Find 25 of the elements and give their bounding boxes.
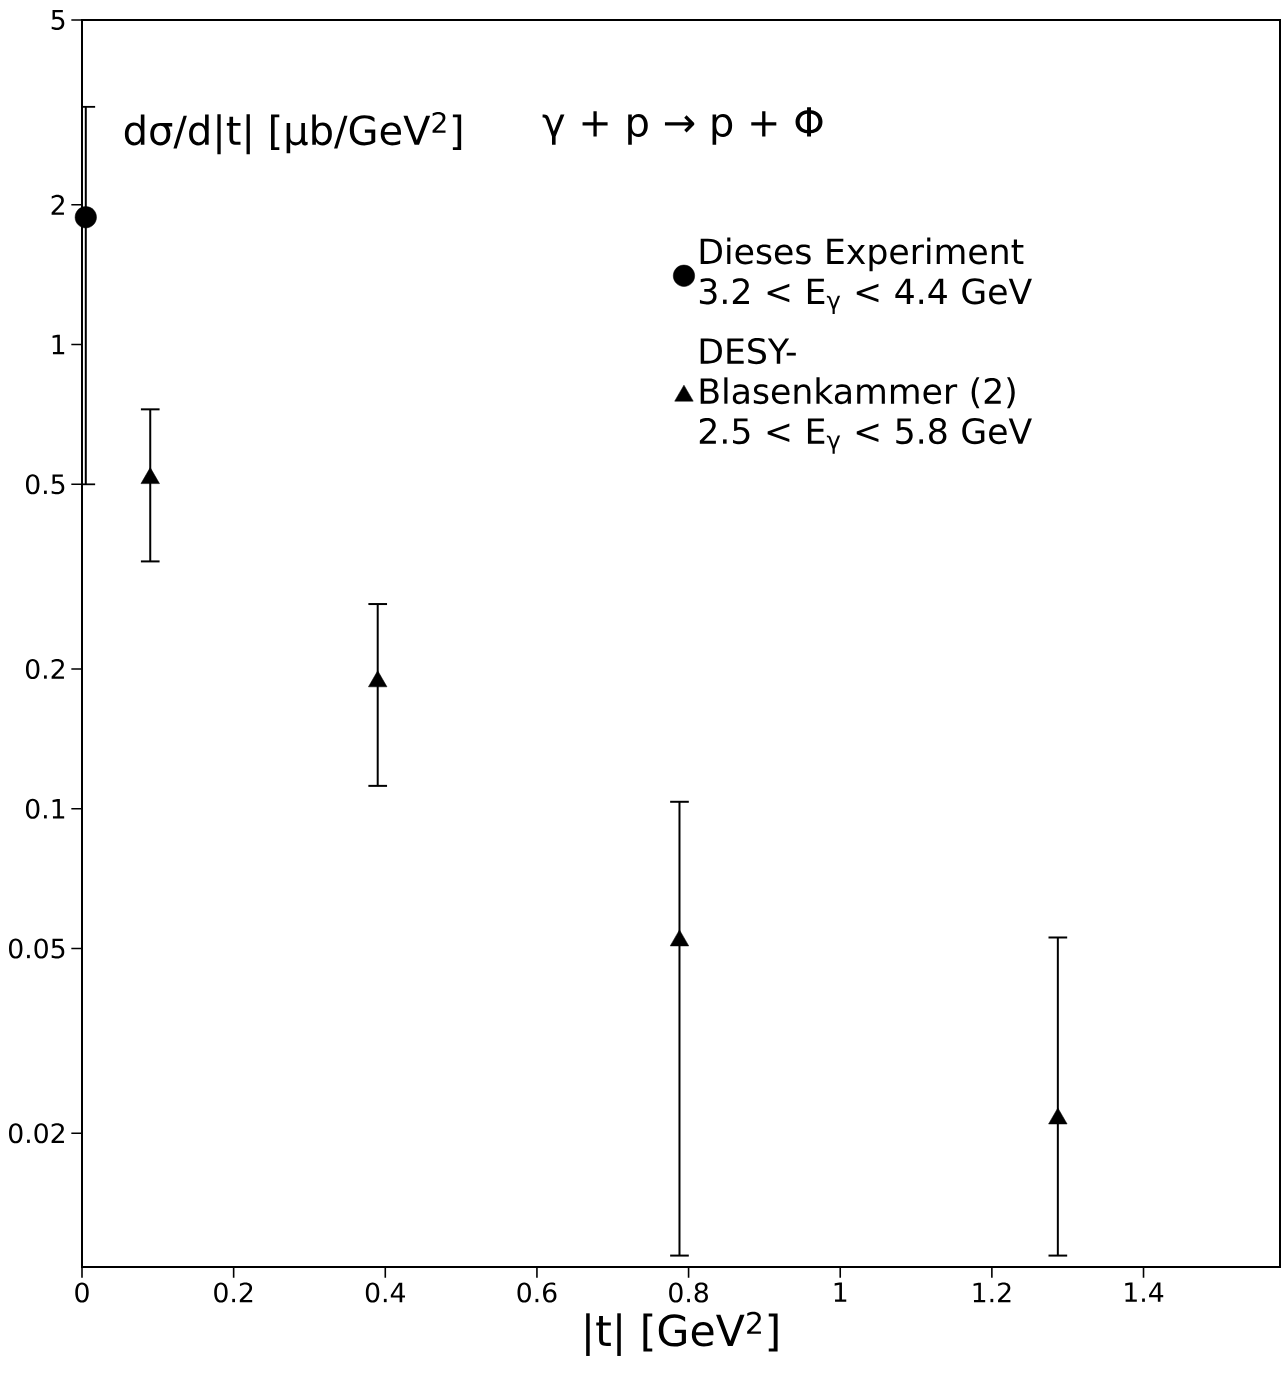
y-tick-label: 1 [52,334,65,355]
point [368,670,388,688]
x-tick-label: 1 [834,1282,847,1302]
y-tick-label: 0.1 [25,798,65,819]
y-axis-title: dσ/d|t| [μb/GeV$^{2}$] [124,112,462,155]
y-tick-label: 0.02 [9,1123,64,1144]
y-tick-label: 0.2 [25,658,64,680]
x-tick-label: 0 [75,1282,89,1303]
point [140,467,160,484]
point [669,929,689,947]
y-tick-label: 5 [51,10,65,30]
point [1048,1107,1068,1125]
y-tick-label: 0.05 [9,938,65,959]
x-tick-label: 1.2 [973,1282,1011,1303]
x-axis-title: |t| [GeV$^{2}$] [586,1311,778,1356]
legend-label: Dieses Experiment 3.2 < E$_{γ}$ < 4.4 GeV [699,237,1032,314]
legend-label: DESY-Blasenkammer (2) 2.5 < E$_{γ}$ < 5.8 GeV [699,337,1032,454]
x-tick-label: 0.4 [365,1282,405,1303]
x-tick-label: 0.8 [669,1282,708,1303]
y-tick-label: 0.5 [25,474,65,495]
y-tick-label: 2 [51,194,64,215]
annotation: γ + p → p + Φ [542,107,823,145]
x-tick-label: 1.4 [1125,1282,1164,1302]
x-tick-label: 0.6 [517,1282,557,1303]
x-tick-label: 0.2 [214,1282,253,1303]
